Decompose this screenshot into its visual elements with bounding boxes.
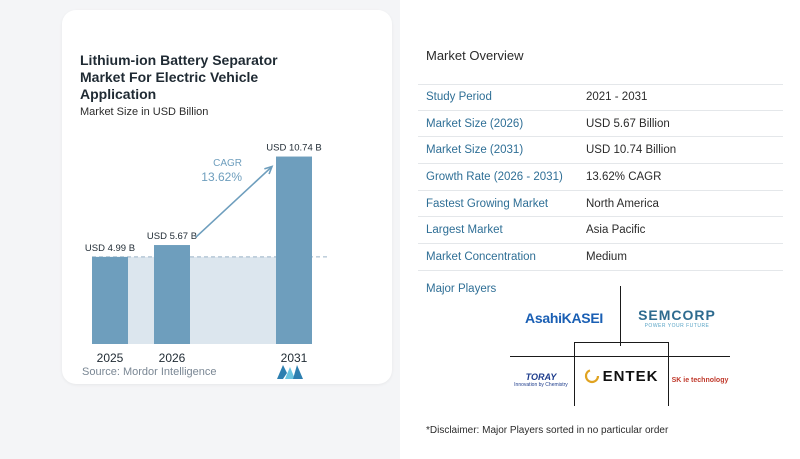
row-label: Fastest Growing Market [426, 197, 549, 210]
row-label: Market Size (2026) [426, 117, 524, 130]
cagr-arrowhead-icon [264, 165, 274, 175]
cagr-value: 13.62% [201, 170, 242, 184]
row-label: Study Period [426, 91, 492, 104]
semcorp-wordmark: SEMCORP [638, 307, 716, 323]
row-value: Asia Pacific [586, 224, 646, 237]
data-label: USD 5.67 B [147, 231, 197, 242]
x-tick-label: 2026 [159, 351, 186, 365]
table-row: Study Period 2021 - 2031 [418, 84, 783, 111]
table-row: Growth Rate (2026 - 2031) 13.62% CAGR [418, 164, 783, 191]
table-row: Market Size (2031) USD 10.74 Billion [418, 137, 783, 165]
table-row: Fastest Growing Market North America [418, 191, 783, 218]
cagr-arrow [195, 165, 273, 238]
bar-chart: USD 4.99 B 2025 USD 5.67 B 2026 USD 10.74 B 2… [85, 143, 330, 365]
asahi-kasei-logo: AsahiKASEI [525, 310, 603, 326]
toray-logo: TORAY Innovation by Chemistry [510, 368, 572, 392]
disclaimer-text: *Disclaimer: Major Players sorted in no … [426, 425, 669, 436]
entek-mark-icon [584, 368, 599, 384]
grid-divider [620, 286, 621, 346]
x-tick-label: 2025 [97, 351, 124, 365]
grid-divider [574, 342, 575, 406]
chart-subtitle: Market Size in USD Billion [80, 106, 209, 118]
market-overview-panel: Market Overview Study Period 2021 - 2031 … [400, 0, 800, 459]
bar [154, 245, 190, 344]
cagr-label: CAGR [213, 158, 242, 169]
row-label: Market Size (2031) [426, 144, 524, 157]
row-value: North America [586, 197, 659, 210]
overview-title: Market Overview [426, 48, 524, 63]
table-row: Largest Market Asia Pacific [418, 217, 783, 245]
chart-title: Lithium-ion Battery Separator Market For… [80, 52, 278, 102]
major-players-title: Major Players [426, 283, 497, 295]
row-label: Growth Rate (2026 - 2031) [426, 170, 563, 183]
semcorp-tagline: POWER YOUR FUTURE [644, 323, 710, 329]
grid-divider [510, 356, 730, 357]
row-label: Largest Market [426, 224, 503, 237]
overview-table: Study Period 2021 - 2031 Market Size (202… [418, 84, 783, 271]
mordor-logo-icon [277, 365, 303, 379]
data-label: USD 10.74 B [266, 143, 321, 154]
row-value: 2021 - 2031 [586, 91, 648, 104]
source-text: Source: Mordor Intelligence [82, 366, 217, 378]
semcorp-logo: SEMCORP POWER YOUR FUTURE [624, 302, 730, 334]
toray-wordmark: TORAY [525, 372, 557, 382]
row-value: Medium [586, 250, 627, 263]
chart-card: Lithium-ion Battery Separator Market For… [62, 10, 392, 384]
grid-divider [668, 342, 669, 406]
row-value: USD 10.74 Billion [586, 144, 677, 157]
entek-wordmark: ENTEK [602, 367, 659, 385]
row-value: 13.62% CAGR [586, 170, 662, 183]
major-players-grid: AsahiKASEI SEMCORP POWER YOUR FUTURE TOR… [510, 286, 730, 406]
x-tick-label: 2031 [281, 351, 308, 365]
sk-wordmark: SK ie technology [671, 376, 729, 384]
baseline-band [92, 256, 312, 344]
bar [276, 156, 312, 344]
sk-ie-technology-logo: SK ie technology [670, 370, 730, 390]
table-row: Market Concentration Medium [418, 244, 783, 271]
grid-divider [574, 342, 668, 343]
entek-logo: ENTEK [576, 362, 666, 390]
toray-tagline: Innovation by Chemistry [514, 382, 568, 388]
table-row: Market Size (2026) USD 5.67 Billion [418, 111, 783, 138]
data-label: USD 4.99 B [85, 243, 135, 254]
row-value: USD 5.67 Billion [586, 117, 670, 130]
bar [92, 256, 128, 344]
row-label: Market Concentration [426, 250, 536, 263]
